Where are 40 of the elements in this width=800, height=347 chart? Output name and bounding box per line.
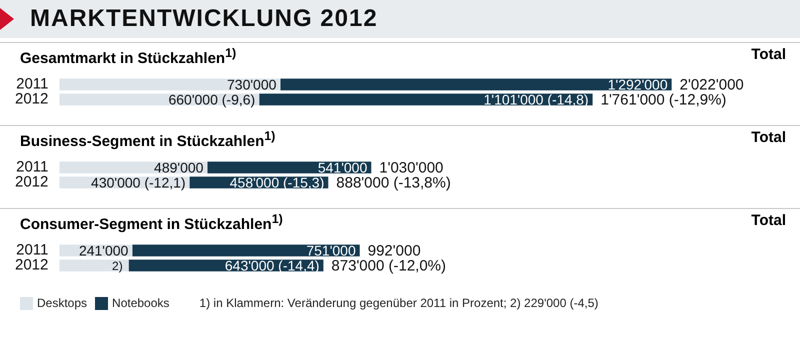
chart-title: Business-Segment in Stückzahlen$^{1)}$ — [20, 129, 276, 150]
bar — [207, 162, 372, 174]
y-tick-label: 2011 — [16, 242, 48, 259]
chart-title: MARKTENTWICKLUNG 2012 — [30, 5, 378, 33]
y-tick-label: 2012 — [14, 174, 48, 191]
bar — [59, 260, 129, 272]
data-label: 241'000 — [78, 242, 129, 258]
data-label: 430'000 (-12,1) — [91, 174, 186, 190]
total-label: 873'000 (-12,0%) — [331, 258, 446, 275]
text: 1) in Klammern: Veränderung gegenüber 2011 in Prozent; 2) 229'000 (-4,5) — [199, 296, 598, 310]
bar — [132, 244, 360, 256]
bar — [259, 94, 593, 106]
text: Total — [751, 46, 786, 63]
data-label: 660'000 (-9,6) — [168, 91, 256, 108]
y-tick-label: 2012 — [14, 256, 48, 274]
total-label: 888'000 (-13,8%) — [336, 174, 451, 192]
text: Total — [751, 129, 786, 146]
data-label: 730'000 — [227, 76, 277, 92]
total-label: 1'030'000 — [379, 160, 444, 177]
total-label: 2'022'000 — [680, 76, 744, 94]
y-tick-label: 2011 — [16, 158, 48, 176]
y-tick-label: 2011 — [16, 76, 48, 93]
total-label: 1'761'000 (-12,9%) — [600, 92, 726, 109]
data-label: 1'101'000 (-14,8) — [484, 91, 589, 108]
legend-label: Notebooks — [111, 296, 170, 310]
bar — [280, 78, 672, 90]
chart-title: Consumer-Segment in Stückzahlen$^{1)}$ — [20, 212, 283, 233]
data-label: 643'000 (-14,4) — [224, 257, 320, 274]
data-label: 751'000 — [306, 242, 356, 258]
bar — [59, 78, 280, 90]
annotation: 2) — [112, 258, 123, 273]
data-label: 489'000 — [154, 159, 204, 176]
chart-subtitle: Gesamtmarkt in Stückzahlen$^{1)}$ — [20, 46, 236, 67]
legend-label: Desktops — [36, 296, 88, 310]
data-label: 541'000 — [318, 159, 368, 176]
data-label: 1'292'000 — [608, 76, 668, 92]
total-label: 992'000 — [368, 242, 421, 260]
text: Total — [751, 212, 786, 229]
y-tick-label: 2012 — [14, 90, 48, 108]
data-label: 458'000 (-15,3) — [230, 174, 324, 190]
